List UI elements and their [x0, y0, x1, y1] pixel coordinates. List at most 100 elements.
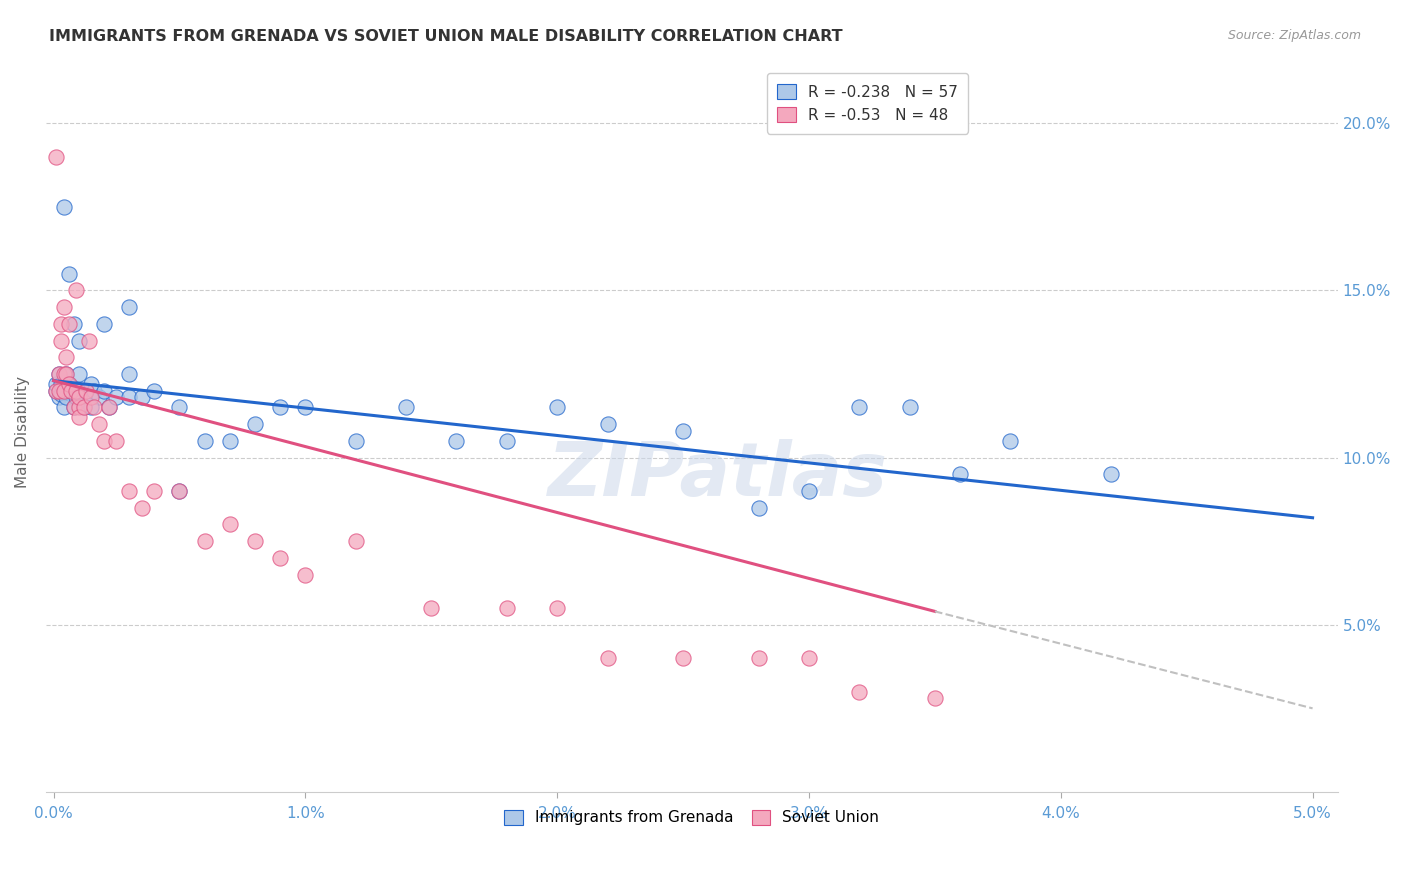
Point: [52, 367, 75, 381]
Point: [45, 376, 67, 391]
Point: [55, 367, 77, 381]
Point: [77, 334, 100, 348]
Point: [55, 350, 77, 364]
Point: [495, 434, 517, 448]
Point: [924, 691, 946, 706]
Point: [143, 384, 166, 398]
Point: [143, 483, 166, 498]
Point: [596, 417, 619, 431]
Point: [65, 384, 87, 398]
Point: [73, 401, 96, 415]
Point: [596, 651, 619, 665]
Point: [218, 434, 240, 448]
Point: [67, 334, 90, 348]
Point: [65, 284, 87, 298]
Point: [118, 390, 141, 404]
Point: [45, 384, 67, 398]
Point: [48, 384, 70, 398]
Point: [797, 651, 820, 665]
Point: [67, 390, 90, 404]
Point: [48, 367, 70, 381]
Point: [67, 367, 90, 381]
Point: [194, 434, 217, 448]
Point: [55, 367, 77, 381]
Y-axis label: Male Disability: Male Disability: [15, 376, 30, 489]
Point: [52, 384, 75, 398]
Point: [118, 483, 141, 498]
Point: [294, 567, 316, 582]
Point: [105, 390, 128, 404]
Text: ZIPatlas: ZIPatlas: [548, 439, 887, 512]
Point: [169, 401, 191, 415]
Point: [45, 384, 67, 398]
Point: [62, 317, 84, 331]
Point: [83, 384, 105, 398]
Point: [93, 384, 115, 398]
Point: [67, 384, 90, 398]
Point: [93, 317, 115, 331]
Point: [80, 401, 103, 415]
Point: [60, 384, 83, 398]
Point: [58, 376, 80, 391]
Point: [67, 401, 90, 415]
Point: [49, 376, 72, 391]
Point: [67, 390, 90, 404]
Point: [748, 651, 770, 665]
Point: [131, 500, 153, 515]
Point: [797, 483, 820, 498]
Point: [131, 390, 153, 404]
Point: [495, 601, 517, 615]
Point: [218, 517, 240, 532]
Point: [87, 417, 110, 431]
Point: [105, 434, 128, 448]
Point: [58, 267, 80, 281]
Point: [848, 401, 870, 415]
Point: [52, 401, 75, 415]
Point: [898, 401, 921, 415]
Point: [269, 401, 291, 415]
Point: [49, 387, 72, 401]
Point: [546, 601, 568, 615]
Point: [52, 300, 75, 314]
Point: [83, 401, 105, 415]
Point: [49, 317, 72, 331]
Point: [75, 384, 97, 398]
Point: [169, 483, 191, 498]
Point: [194, 534, 217, 549]
Point: [75, 384, 97, 398]
Point: [672, 424, 695, 438]
Point: [73, 401, 96, 415]
Point: [58, 317, 80, 331]
Point: [80, 376, 103, 391]
Point: [344, 534, 367, 549]
Point: [45, 150, 67, 164]
Point: [49, 334, 72, 348]
Point: [48, 390, 70, 404]
Point: [55, 390, 77, 404]
Point: [446, 434, 468, 448]
Point: [169, 483, 191, 498]
Point: [62, 401, 84, 415]
Point: [118, 367, 141, 381]
Point: [65, 390, 87, 404]
Point: [672, 651, 695, 665]
Point: [420, 601, 443, 615]
Point: [58, 376, 80, 391]
Text: IMMIGRANTS FROM GRENADA VS SOVIET UNION MALE DISABILITY CORRELATION CHART: IMMIGRANTS FROM GRENADA VS SOVIET UNION …: [49, 29, 842, 45]
Point: [395, 401, 418, 415]
Point: [546, 401, 568, 415]
Point: [97, 401, 120, 415]
Point: [87, 390, 110, 404]
Point: [748, 500, 770, 515]
Point: [344, 434, 367, 448]
Point: [1000, 434, 1022, 448]
Point: [80, 390, 103, 404]
Point: [294, 401, 316, 415]
Point: [97, 401, 120, 415]
Text: Source: ZipAtlas.com: Source: ZipAtlas.com: [1227, 29, 1361, 43]
Point: [52, 384, 75, 398]
Point: [949, 467, 972, 482]
Point: [118, 300, 141, 314]
Point: [60, 384, 83, 398]
Point: [848, 684, 870, 698]
